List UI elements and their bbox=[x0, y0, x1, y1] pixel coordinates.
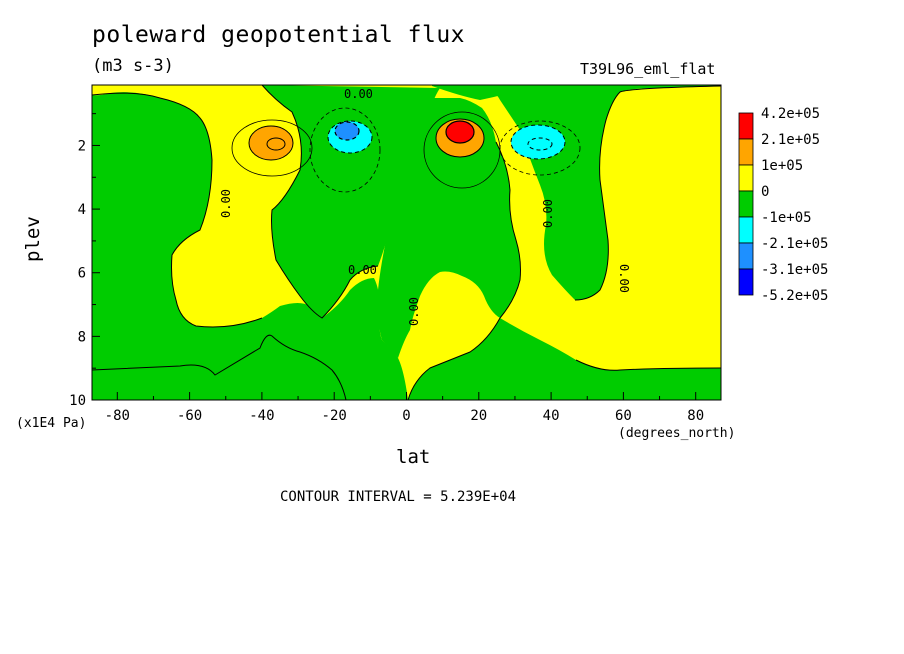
x-tick-label: 60 bbox=[615, 408, 632, 424]
colorbar-swatch bbox=[738, 216, 754, 244]
colorbar-swatch bbox=[738, 164, 754, 192]
contour-label: 0.00 bbox=[407, 297, 421, 326]
run-name: T39L96_eml_flat bbox=[580, 60, 716, 78]
extremum-orange-sh bbox=[248, 125, 294, 161]
negative-region-sh-tongue bbox=[262, 85, 440, 318]
chart-units: (m3 s-3) bbox=[92, 56, 174, 76]
contour-orange-sh-outer bbox=[231, 119, 313, 177]
contour-interval: CONTOUR INTERVAL = 5.239E+04 bbox=[280, 489, 517, 505]
x-tick-label: -20 bbox=[322, 408, 347, 424]
extremum-blue-sh bbox=[334, 121, 360, 141]
x-tick-label: -60 bbox=[177, 408, 202, 424]
y-axis: 2 4 6 8 10 bbox=[69, 113, 100, 409]
colorbar-swatch bbox=[738, 268, 754, 296]
extremum-red-nh bbox=[445, 120, 475, 144]
negative-blob bbox=[404, 300, 413, 317]
x-axis: -80 -60 -40 -20 0 20 40 60 80 bbox=[105, 392, 704, 424]
contour-label: 0.00 bbox=[348, 263, 377, 277]
colorbar-label: 2.1e+05 bbox=[761, 132, 820, 148]
colorbar-label: -3.1e+05 bbox=[761, 262, 828, 278]
colorbar: 4.2e+05 2.1e+05 1e+05 0 -1e+05 -2.1e+05 -3.1e+… bbox=[738, 106, 828, 304]
contour-cyan-nh-outer bbox=[499, 120, 581, 176]
x-tick-label: 20 bbox=[470, 408, 487, 424]
x-tick-label: 0 bbox=[402, 408, 410, 424]
colorbar-label: 0 bbox=[761, 184, 769, 200]
y-tick-label: 10 bbox=[69, 393, 86, 409]
colorbar-swatch bbox=[738, 138, 754, 166]
contour-cyan-nh-inner bbox=[527, 137, 553, 151]
contour-label: 0.00 bbox=[344, 87, 373, 101]
contour-label: 0.00 bbox=[541, 199, 555, 228]
y-axis-label: plev bbox=[22, 216, 44, 262]
colorbar-label: -2.1e+05 bbox=[761, 236, 828, 252]
colorbar-label: -5.2e+05 bbox=[761, 288, 828, 304]
y-tick-label: 2 bbox=[78, 138, 86, 154]
colorbar-label: 1e+05 bbox=[761, 158, 803, 174]
contour-label: 0.00 bbox=[219, 189, 233, 218]
x-tick-label: -40 bbox=[249, 408, 274, 424]
colorbar-swatch bbox=[738, 190, 754, 218]
contour-label: 0.00 bbox=[617, 264, 631, 293]
extremum-cyan-nh bbox=[510, 124, 566, 160]
colorbar-label: 4.2e+05 bbox=[761, 106, 820, 122]
colorbar-swatch bbox=[738, 112, 754, 140]
chart-title: poleward geopotential flux bbox=[92, 22, 466, 48]
zero-contours bbox=[92, 85, 721, 400]
plot-area: 0.00 0.00 0.00 0.00 0.00 0.00 bbox=[92, 85, 721, 400]
y-tick-label: 4 bbox=[78, 202, 86, 218]
colorbar-label: -1e+05 bbox=[761, 210, 812, 226]
x-tick-label: -80 bbox=[105, 408, 130, 424]
y-tick-label: 6 bbox=[78, 266, 86, 282]
negative-region-top bbox=[432, 85, 520, 100]
x-tick-label: 80 bbox=[687, 408, 704, 424]
contour-cyan-sh-outer bbox=[309, 107, 381, 193]
negative-region-center bbox=[377, 98, 521, 358]
y-tick-label: 8 bbox=[78, 329, 86, 345]
colorbar-swatch bbox=[738, 242, 754, 270]
extremum-orange-sh-inner bbox=[266, 137, 286, 151]
x-axis-units: (degrees_north) bbox=[618, 426, 736, 441]
y-axis-units: (x1E4 Pa) bbox=[16, 416, 87, 431]
x-axis-label: lat bbox=[396, 446, 431, 468]
x-tick-label: 40 bbox=[543, 408, 560, 424]
negative-region-southpole bbox=[92, 85, 408, 400]
contour-cyan-sh bbox=[327, 120, 373, 154]
